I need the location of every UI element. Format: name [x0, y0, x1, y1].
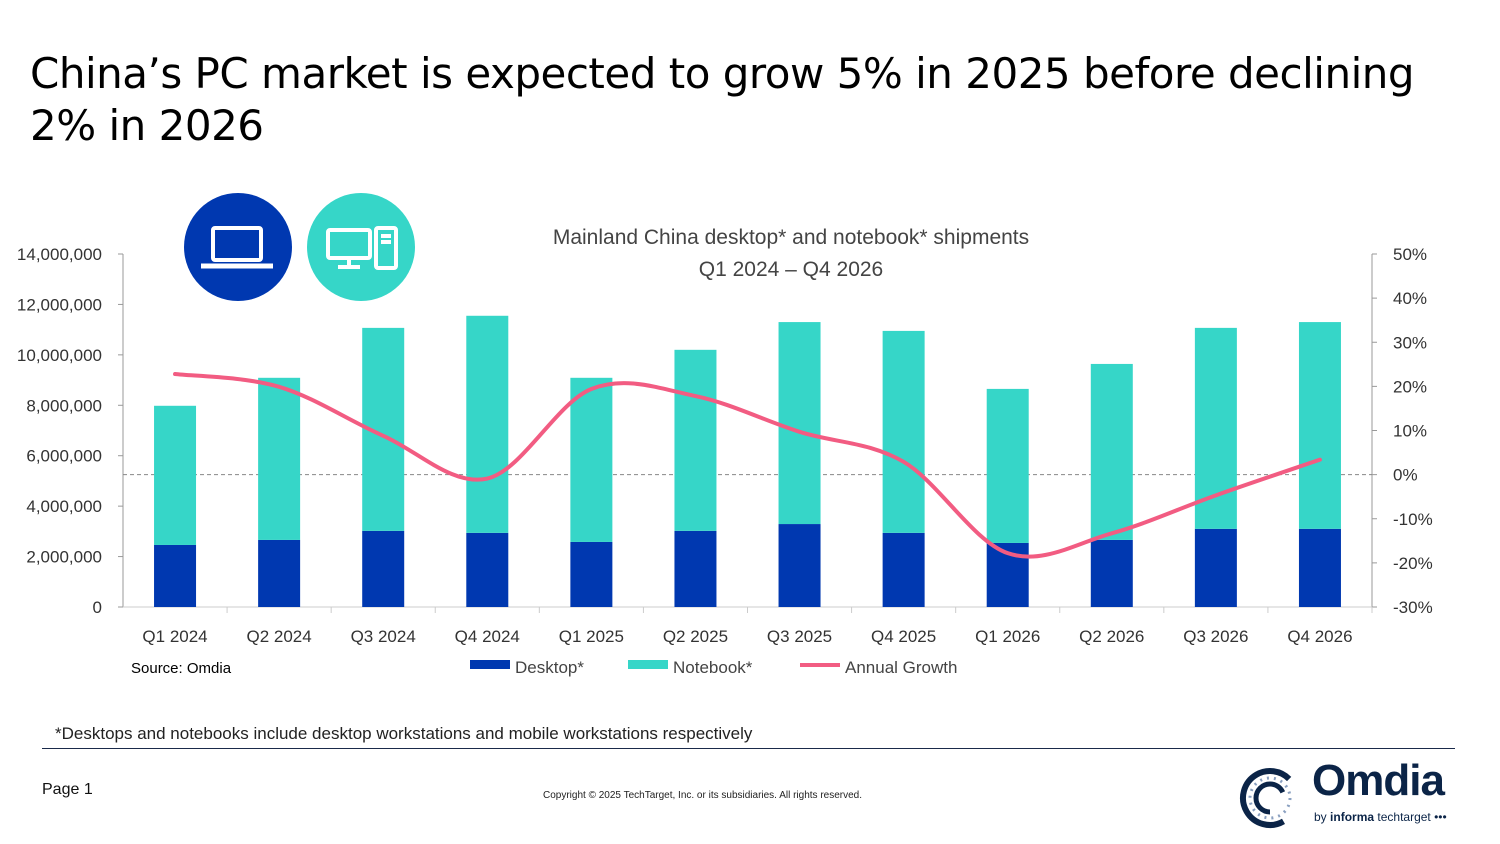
x-tick-label: Q4 2025: [871, 627, 936, 646]
x-tick-label: Q4 2024: [455, 627, 520, 646]
bar-desktop: [258, 539, 301, 607]
bar-desktop: [154, 544, 197, 607]
right-tick-label: 10%: [1393, 422, 1427, 441]
slide-title: China’s PC market is expected to grow 5%…: [30, 49, 1415, 150]
logo-subbrand: by informa techtarget •••: [1314, 810, 1447, 824]
bar-notebook: [570, 377, 613, 542]
x-tick-label: Q1 2025: [559, 627, 624, 646]
x-tick-label: Q3 2026: [1183, 627, 1248, 646]
laptop-icon-badge: [184, 193, 292, 301]
right-tick-label: 40%: [1393, 289, 1427, 308]
page-number: Page 1: [42, 781, 93, 798]
bar-desktop: [466, 532, 509, 607]
x-tick-label: Q2 2026: [1079, 627, 1144, 646]
bar-notebook: [986, 388, 1029, 543]
x-tick-label: Q1 2026: [975, 627, 1040, 646]
left-tick-label: 0: [93, 598, 102, 617]
x-tick-label: Q1 2024: [142, 627, 207, 646]
bar-notebook: [674, 349, 717, 531]
bar-desktop: [1090, 539, 1133, 607]
x-tick-label: Q3 2025: [767, 627, 832, 646]
desktop-computer-icon: [326, 226, 398, 270]
bar-desktop: [1194, 528, 1237, 607]
x-tick-label: Q2 2025: [663, 627, 728, 646]
bar-notebook: [1090, 363, 1133, 540]
legend-swatch: [628, 660, 668, 669]
x-tick-label: Q2 2024: [247, 627, 312, 646]
left-tick-label: 14,000,000: [17, 245, 102, 264]
laptop-icon: [201, 226, 273, 269]
annual-growth-line: [173, 372, 1322, 559]
bar-notebook: [778, 322, 821, 525]
copyright: Copyright © 2025 TechTarget, Inc. or its…: [543, 790, 862, 801]
desktop-icon-badge: [307, 193, 415, 301]
footnote: *Desktops and notebooks include desktop …: [55, 724, 753, 743]
left-tick-label: 8,000,000: [26, 396, 102, 415]
right-tick-label: -30%: [1393, 598, 1433, 617]
right-tick-label: 50%: [1393, 245, 1427, 264]
bar-notebook: [258, 377, 301, 540]
x-tick-label: Q3 2024: [351, 627, 416, 646]
chart-subtitle: Q1 2024 – Q4 2026: [699, 258, 883, 281]
right-tick-label: -20%: [1393, 554, 1433, 573]
bar-desktop: [674, 530, 717, 607]
bar-desktop: [778, 524, 821, 607]
right-tick-label: 20%: [1393, 377, 1427, 396]
legend-label: Notebook*: [673, 658, 753, 677]
legend-swatch: [470, 660, 510, 669]
bar-desktop: [570, 541, 613, 607]
legend-label: Desktop*: [515, 658, 584, 677]
left-tick-label: 12,000,000: [17, 295, 102, 314]
right-tick-label: -10%: [1393, 510, 1433, 529]
bar-desktop: [362, 530, 405, 607]
bar-desktop: [1298, 528, 1341, 607]
divider: [42, 748, 1455, 749]
bar-desktop: [882, 532, 925, 607]
left-tick-label: 4,000,000: [26, 497, 102, 516]
chart-title: Mainland China desktop* and notebook* sh…: [553, 226, 1029, 249]
right-tick-label: 0%: [1393, 466, 1418, 485]
legend-label: Annual Growth: [845, 658, 957, 677]
right-tick-label: 30%: [1393, 333, 1427, 352]
logo-name: Omdia: [1312, 756, 1445, 805]
bar-notebook: [1298, 322, 1341, 529]
omdia-logo-mark: [1240, 768, 1300, 828]
omdia-logo: Omdia by informa techtarget •••: [1238, 756, 1458, 830]
x-tick-label: Q4 2026: [1287, 627, 1352, 646]
bar-notebook: [882, 330, 925, 533]
left-tick-label: 10,000,000: [17, 346, 102, 365]
chart-source: Source: Omdia: [131, 660, 232, 677]
bar-notebook: [466, 315, 509, 533]
left-tick-label: 2,000,000: [26, 548, 102, 567]
left-tick-label: 6,000,000: [26, 447, 102, 466]
bar-notebook: [154, 405, 197, 545]
